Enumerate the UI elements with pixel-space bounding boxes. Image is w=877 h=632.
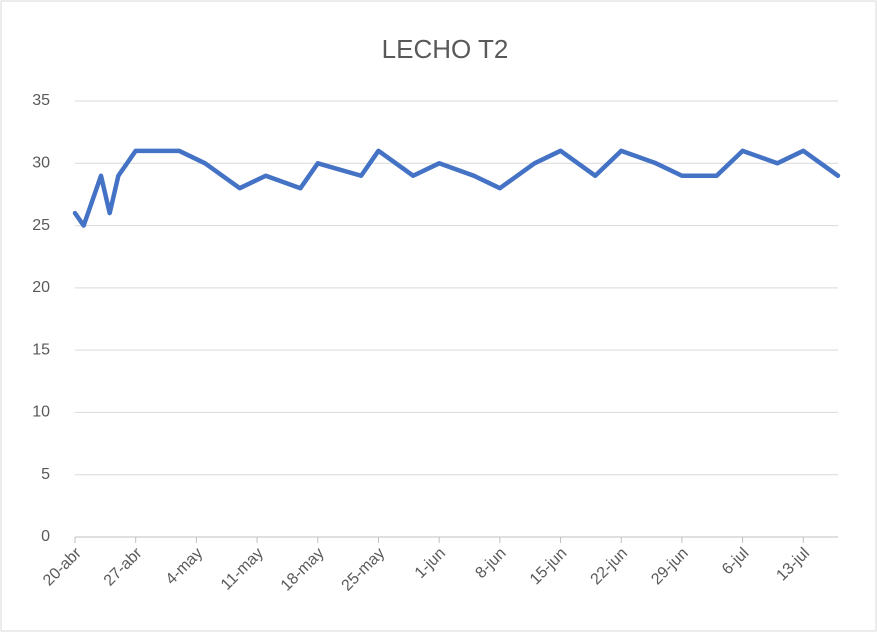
y-tick-label: 10 [32, 404, 50, 421]
chart-title: LECHO T2 [382, 34, 509, 64]
y-tick-label: 15 [32, 341, 50, 358]
y-tick-label: 35 [32, 92, 50, 109]
y-tick-label: 25 [32, 217, 50, 234]
data-line [72, 148, 841, 228]
y-tick-label: 30 [32, 155, 50, 172]
y-tick-label: 20 [32, 279, 50, 296]
y-tick-label: 0 [41, 528, 50, 545]
y-tick-label: 5 [41, 466, 50, 483]
